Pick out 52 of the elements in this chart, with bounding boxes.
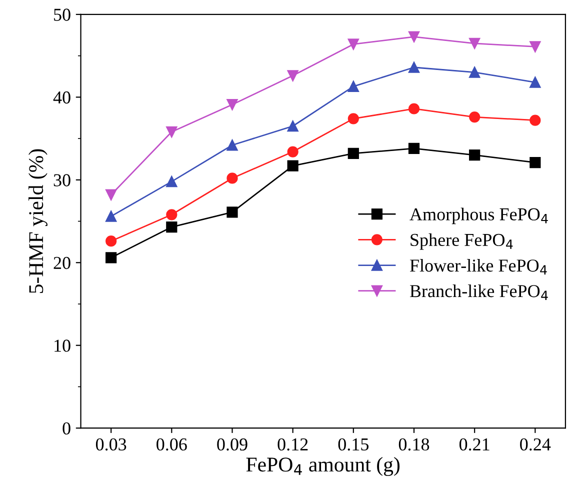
point: [287, 70, 298, 82]
legend-label: Amorphous FePO$_{4}$: [410, 208, 548, 224]
point: [408, 103, 420, 114]
point: [469, 38, 480, 49]
y-tick-label: 20: [54, 256, 70, 270]
point: [226, 206, 238, 218]
point: [348, 148, 359, 159]
point: [469, 66, 480, 78]
point: [106, 210, 117, 222]
point: [469, 150, 480, 161]
point: [287, 146, 298, 158]
point: [166, 209, 178, 220]
point: [408, 142, 420, 154]
legend-label: Branch-like FePO$_{4}$: [410, 284, 548, 300]
y-tick-label: 30: [54, 174, 70, 186]
point: [469, 111, 480, 123]
point: [408, 31, 420, 42]
point: [106, 236, 117, 247]
point: [348, 113, 359, 124]
x-tick-label: 0.15: [338, 438, 369, 451]
point: [166, 126, 178, 138]
x-tick-label: 0.21: [459, 438, 490, 451]
y-tick-label: 0: [62, 422, 70, 435]
point: [348, 80, 359, 92]
point: [106, 252, 117, 264]
point: [408, 62, 420, 73]
point: [530, 76, 541, 88]
y-tick-label: 50: [54, 8, 70, 21]
point: [287, 120, 298, 132]
y-axis-title: 5-HMF yield (%): [28, 149, 48, 293]
point: [226, 99, 238, 110]
point: [530, 41, 541, 52]
x-axis-title: FePO$_{4}$ amount (g): [246, 456, 400, 476]
point: [530, 156, 541, 168]
legend-label: Flower-like FePO$_{4}$: [410, 258, 547, 274]
x-tick-label: 0.03: [96, 438, 126, 451]
point: [226, 140, 238, 151]
point: [530, 114, 541, 126]
x-tick-label: 0.12: [278, 438, 308, 451]
x-tick-label: 0.09: [217, 438, 248, 451]
x-tick-label: 0.18: [398, 438, 430, 451]
y-tick-label: 40: [53, 91, 70, 104]
x-tick-label: 0.24: [520, 438, 551, 451]
point: [166, 221, 178, 233]
legend-label: Sphere FePO$_{4}$: [410, 233, 513, 250]
point: [166, 176, 178, 188]
point: [287, 160, 298, 172]
y-tick-label: 10: [54, 340, 70, 352]
point: [106, 189, 117, 200]
point: [348, 38, 359, 50]
x-tick-label: 0.06: [156, 438, 187, 451]
point: [226, 172, 238, 184]
